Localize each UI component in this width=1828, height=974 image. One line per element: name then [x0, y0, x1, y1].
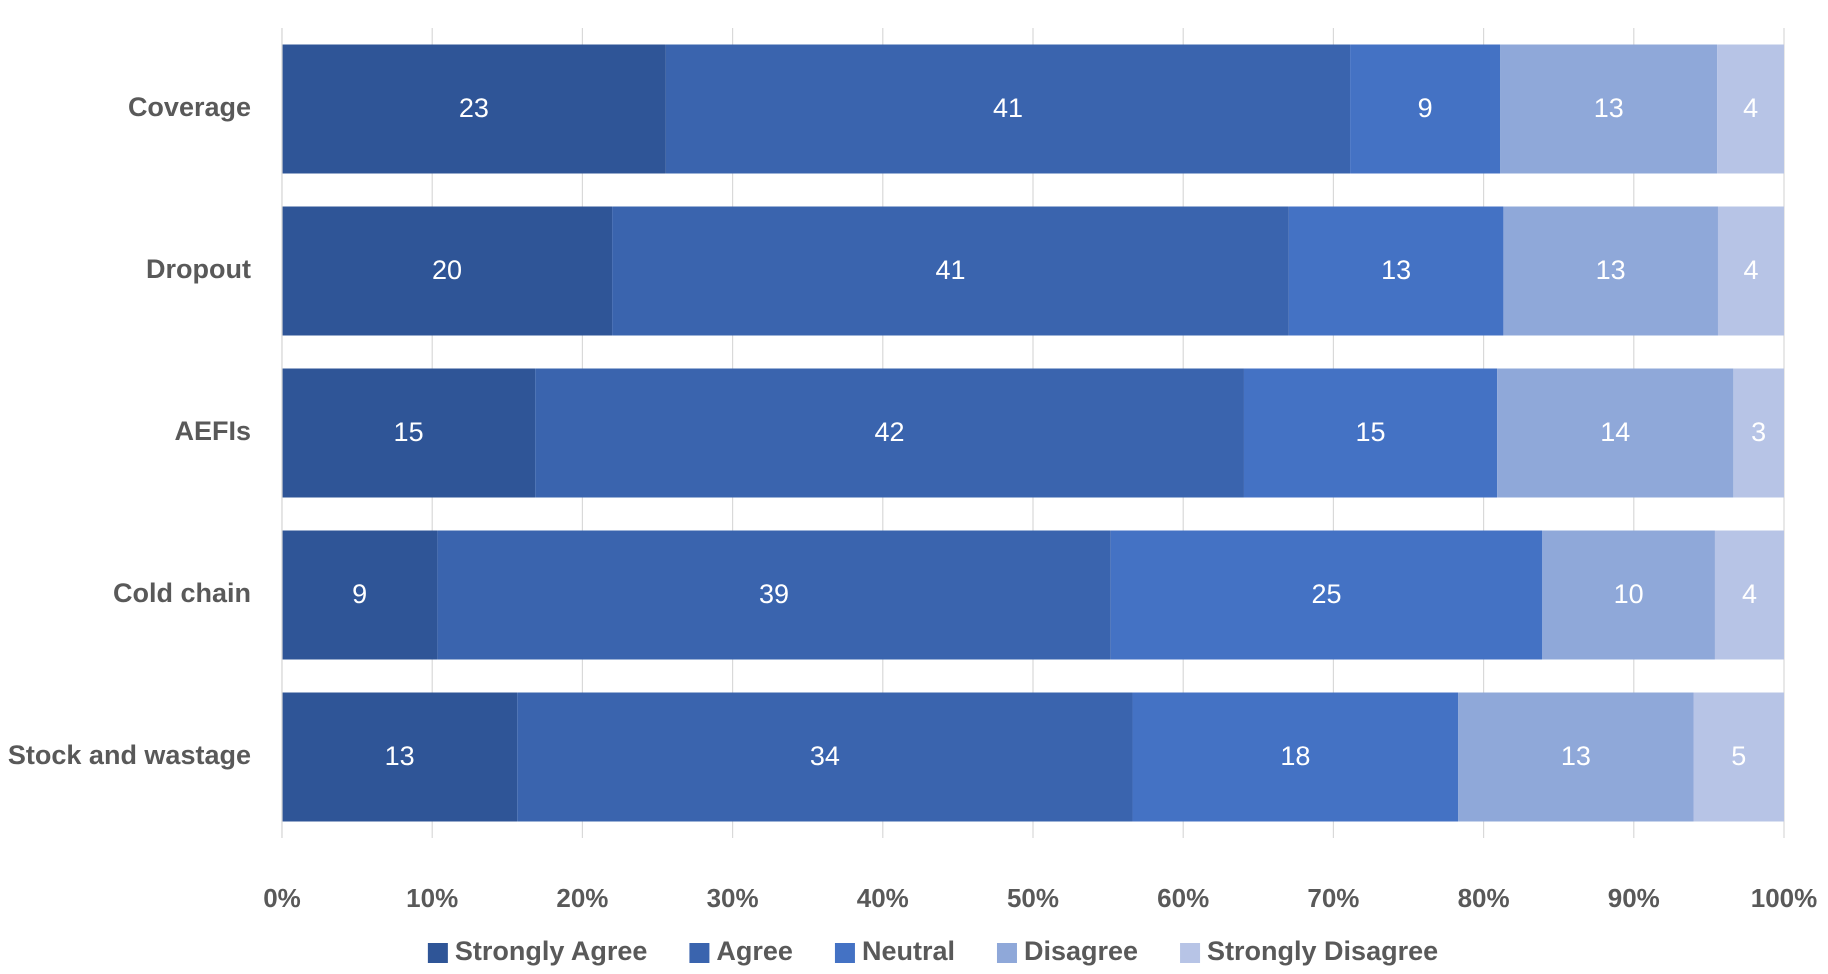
bar-segment [1500, 44, 1718, 174]
bar-segment [1458, 692, 1694, 822]
data-label: 13 [1381, 255, 1411, 285]
legend-label: Strongly Disagree [1207, 936, 1438, 966]
bar-segment [1733, 368, 1784, 498]
legend-label: Strongly Agree [455, 936, 648, 966]
x-tick-label: 0% [263, 883, 301, 913]
data-label: 42 [875, 417, 905, 447]
data-label: 14 [1600, 417, 1630, 447]
legend-swatch [427, 943, 448, 963]
bar-segment [1717, 44, 1784, 174]
data-label: 39 [759, 579, 789, 609]
y-tick-label: Dropout [146, 254, 251, 284]
data-label: 13 [385, 741, 415, 771]
x-tick-label: 30% [707, 883, 759, 913]
bar-segment [665, 44, 1351, 174]
bar-segment [282, 530, 438, 660]
data-label: 15 [394, 417, 424, 447]
x-tick-label: 20% [556, 883, 608, 913]
bar-segment [282, 206, 613, 336]
legend-label: Agree [716, 936, 793, 966]
bar-segment [1503, 206, 1718, 336]
x-tick-label: 50% [1007, 883, 1059, 913]
data-label: 9 [1418, 93, 1433, 123]
legend-swatch [834, 943, 855, 963]
bar-segment [437, 530, 1111, 660]
data-label: 4 [1743, 93, 1758, 123]
data-label: 25 [1311, 579, 1341, 609]
bar-segment [1714, 530, 1784, 660]
data-label: 23 [459, 93, 489, 123]
bar-segment [1110, 530, 1543, 660]
bar-segment [517, 692, 1133, 822]
bar-segment [282, 368, 536, 498]
legend-swatch [996, 943, 1017, 963]
legend: Strongly Agree Agree Neutral Disagree Strong… [427, 936, 1438, 966]
bar-segment [1497, 368, 1734, 498]
data-label: 13 [1561, 741, 1591, 771]
bar-segment [282, 44, 666, 174]
x-tick-label: 90% [1608, 883, 1660, 913]
data-label: 4 [1742, 579, 1757, 609]
data-label: 41 [935, 255, 965, 285]
data-label: 34 [810, 741, 840, 771]
legend-label: Disagree [1024, 936, 1138, 966]
y-tick-label: Stock and wastage [8, 740, 251, 770]
y-tick-label: Coverage [128, 92, 251, 122]
data-label: 13 [1596, 255, 1626, 285]
data-label: 10 [1614, 579, 1644, 609]
x-tick-label: 10% [406, 883, 458, 913]
bar-segment [612, 206, 1289, 336]
data-label: 3 [1751, 417, 1766, 447]
legend-swatch [689, 943, 710, 963]
x-tick-label: 60% [1157, 883, 1209, 913]
bar-segment [535, 368, 1244, 498]
legend-label: Neutral [862, 936, 955, 966]
y-tick-label: AEFIs [174, 416, 251, 446]
legend-swatch [1180, 943, 1201, 963]
x-tick-label: 70% [1307, 883, 1359, 913]
bar-segment [1542, 530, 1715, 660]
bar-segment [1693, 692, 1784, 822]
data-label: 13 [1594, 93, 1624, 123]
y-tick-label: Cold chain [113, 578, 251, 608]
data-label: 5 [1731, 741, 1746, 771]
x-tick-label: 80% [1458, 883, 1510, 913]
bar-segment [282, 692, 518, 822]
x-tick-label: 40% [857, 883, 909, 913]
bar-segment [1132, 692, 1459, 822]
bar-segment [1243, 368, 1498, 498]
data-label: 41 [993, 93, 1023, 123]
data-label: 18 [1280, 741, 1310, 771]
data-label: 20 [432, 255, 462, 285]
data-label: 4 [1743, 255, 1758, 285]
x-tick-label: 100% [1751, 883, 1818, 913]
bar-segment [1717, 206, 1784, 336]
data-label: 9 [352, 579, 367, 609]
data-label: 15 [1356, 417, 1386, 447]
bar-segment [1350, 44, 1501, 174]
bar-segment [1288, 206, 1504, 336]
